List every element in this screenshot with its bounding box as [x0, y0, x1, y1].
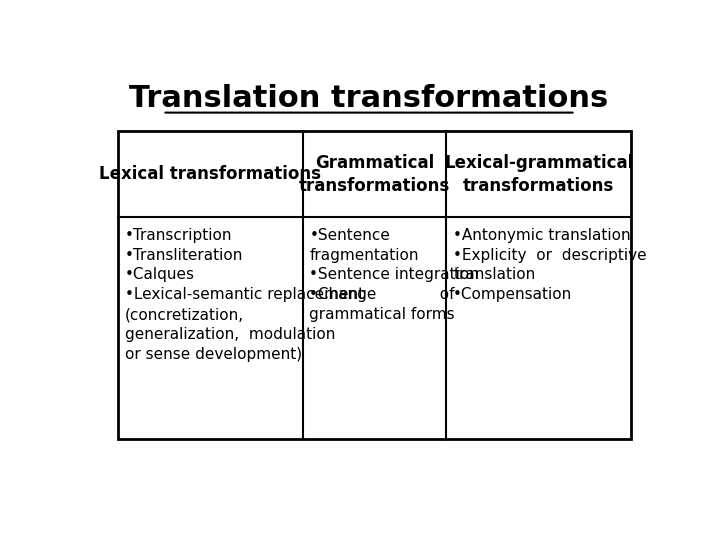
Bar: [118, 131, 631, 439]
Text: •Transcription
•Transliteration
•Calques
•Lexical-semantic replacement
(concreti: •Transcription •Transliteration •Calques…: [125, 228, 364, 362]
Text: Lexical-grammatical
transformations: Lexical-grammatical transformations: [444, 153, 634, 195]
Text: •Antonymic translation
•Explicity  or  descriptive
translation
•Compensation: •Antonymic translation •Explicity or des…: [453, 228, 647, 302]
Text: •Sentence
fragmentation
•Sentence integration
•Change             of
grammatical: •Sentence fragmentation •Sentence integr…: [310, 228, 480, 322]
Text: Grammatical
transformations: Grammatical transformations: [299, 153, 450, 195]
Text: Translation transformations: Translation transformations: [130, 84, 608, 112]
Text: Lexical transformations: Lexical transformations: [99, 165, 321, 184]
